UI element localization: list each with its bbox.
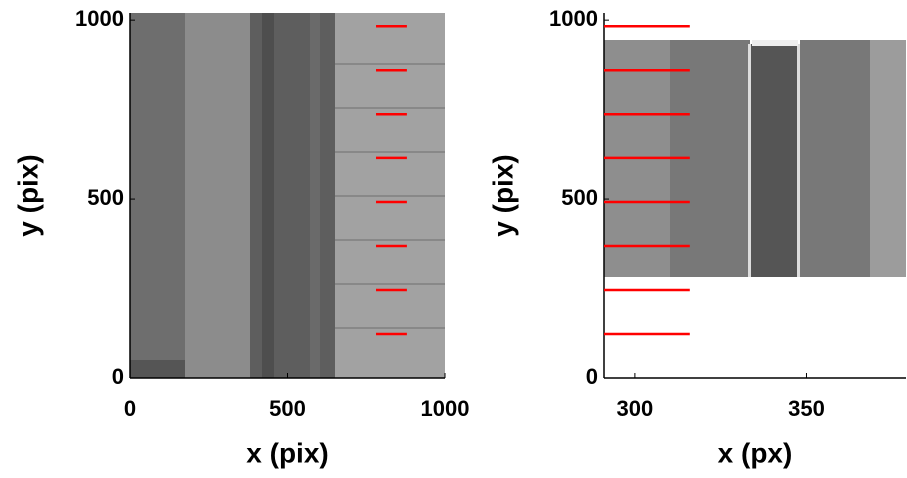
y-tick-label: 0 xyxy=(112,364,124,389)
x-tick-label: 1000 xyxy=(421,396,470,421)
x-tick-label: 500 xyxy=(269,396,306,421)
x-tick-label: 350 xyxy=(788,396,825,421)
x-axis-label: x (px) xyxy=(718,437,793,468)
y-tick-label: 1000 xyxy=(75,6,124,31)
y-tick-label: 0 xyxy=(586,364,598,389)
x-tick-label: 300 xyxy=(617,396,654,421)
x-axis-label: x (pix) xyxy=(246,437,328,468)
x-tick-label: 0 xyxy=(124,396,136,421)
y-tick-label: 1000 xyxy=(549,6,598,31)
y-axis-label: y (pix) xyxy=(487,154,518,236)
y-axis-label: y (pix) xyxy=(12,154,43,236)
y-tick-label: 500 xyxy=(561,185,598,210)
y-tick-label: 500 xyxy=(87,185,124,210)
image-left xyxy=(130,13,445,378)
